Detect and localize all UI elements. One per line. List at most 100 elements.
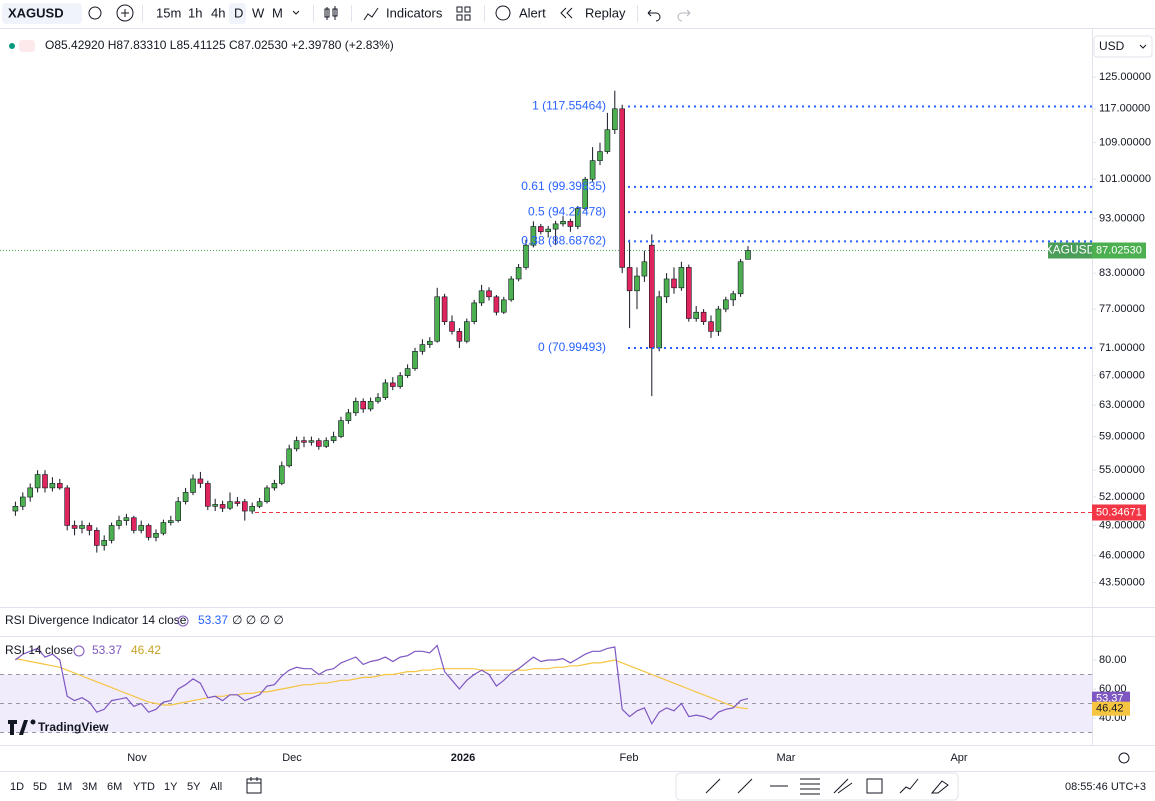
candle-body xyxy=(64,487,70,526)
candle-body xyxy=(611,108,618,131)
candle-body xyxy=(708,321,714,332)
candle-body xyxy=(190,478,196,493)
candle-body xyxy=(722,299,729,310)
tool-trendline[interactable] xyxy=(705,778,721,794)
interval[interactable]: 4h xyxy=(211,5,225,20)
candle-body xyxy=(71,525,78,529)
symbol[interactable]: XAGUSD xyxy=(8,5,64,20)
alert-button[interactable]: Alert xyxy=(519,5,546,20)
ohlc-legend: O85.42920 H87.83310 L85.41125 C87.02530 … xyxy=(45,38,394,52)
range-button[interactable]: All xyxy=(210,781,222,793)
candle-body xyxy=(500,299,507,313)
candle-body xyxy=(389,382,396,387)
candle-body xyxy=(493,296,500,313)
interval[interactable]: 15m xyxy=(156,5,181,20)
candle-body xyxy=(537,226,544,233)
candle-body xyxy=(397,375,404,387)
icon-layouts[interactable] xyxy=(456,6,471,21)
range-button[interactable]: 5Y xyxy=(187,781,201,793)
legend-open: O85.42920 xyxy=(45,38,105,52)
tool-channel[interactable] xyxy=(833,778,853,794)
tool-path[interactable] xyxy=(899,778,919,794)
candle-body xyxy=(441,296,448,322)
currency[interactable]: USD xyxy=(1099,39,1125,53)
icon-settings[interactable] xyxy=(73,645,85,657)
candle-body xyxy=(330,436,337,441)
rsi-line xyxy=(15,644,749,726)
candle-body xyxy=(242,501,248,512)
candle-body xyxy=(205,483,211,507)
candle-body xyxy=(19,496,26,507)
interval[interactable]: M xyxy=(272,5,283,20)
tool-fib[interactable] xyxy=(800,778,820,795)
range-button[interactable]: 3M xyxy=(82,781,97,793)
candle-body xyxy=(338,420,344,437)
currency-select[interactable] xyxy=(1093,35,1153,58)
clock: 08:55:46 UTC+3 xyxy=(1065,781,1146,793)
horizontal-line-badge xyxy=(1092,504,1146,521)
candle-body xyxy=(560,220,566,225)
tool-ray[interactable] xyxy=(737,778,753,794)
fib-label: 0.5 (94.27478) xyxy=(528,204,606,218)
icon-watch[interactable] xyxy=(88,6,102,20)
range-button[interactable]: YTD xyxy=(133,781,155,793)
candle-body xyxy=(523,244,529,268)
last-price-symbol-badge xyxy=(1048,242,1092,259)
indicators-button[interactable]: Indicators xyxy=(386,5,443,20)
y-tick-label: 117.00000 xyxy=(1099,103,1150,115)
candle-body xyxy=(648,244,655,349)
candle-body xyxy=(131,517,137,531)
candle-body xyxy=(426,340,433,345)
divergence-title: RSI Divergence Indicator 14 close xyxy=(5,613,187,627)
range-button[interactable]: 1D xyxy=(10,781,24,793)
range-button[interactable]: 6M xyxy=(107,781,122,793)
candle-body xyxy=(249,506,255,512)
tool-rectangle[interactable] xyxy=(866,778,883,794)
icon-alert[interactable] xyxy=(495,5,511,21)
icon-replay[interactable] xyxy=(560,7,573,19)
symbol-box[interactable] xyxy=(2,3,82,24)
range-button[interactable]: 1M xyxy=(57,781,72,793)
candle-body xyxy=(352,401,359,414)
icon-settings[interactable] xyxy=(177,615,189,627)
icon-undo[interactable] xyxy=(647,9,661,22)
range-button[interactable]: 5D xyxy=(33,781,47,793)
range-button[interactable]: 1Y xyxy=(164,781,178,793)
legend-low: L85.41125 xyxy=(170,38,226,52)
rsi-value-badge-label: 53.37 xyxy=(1096,693,1124,705)
interval[interactable]: 1h xyxy=(188,5,202,20)
candle-body xyxy=(234,501,241,504)
icon-redo[interactable] xyxy=(677,9,691,22)
replay-button[interactable]: Replay xyxy=(585,5,626,20)
candle-body xyxy=(574,208,581,227)
status-badge xyxy=(19,40,35,52)
candle-body xyxy=(626,267,633,292)
icon-add-plus xyxy=(121,9,129,17)
candle-body xyxy=(412,351,418,369)
candle-body xyxy=(293,440,300,450)
candle-body xyxy=(515,267,522,280)
interval[interactable]: D xyxy=(234,5,243,20)
icon-settings[interactable] xyxy=(1118,752,1130,764)
rsi-ma-badge-label: 46.42 xyxy=(1096,703,1124,715)
price-pane: 125.00000 117.00000 109.00000 101.00000 93.0… xyxy=(0,71,1151,588)
tool-brush[interactable] xyxy=(930,780,949,794)
candle-body xyxy=(323,440,330,447)
icon-chart-type[interactable] xyxy=(324,6,338,20)
last-price-symbol: XAGUSD xyxy=(1045,243,1096,257)
y-tick-label: 52.00000 xyxy=(1099,491,1145,503)
brand-logo xyxy=(8,720,28,735)
candle-body xyxy=(730,293,737,301)
candle-body xyxy=(168,520,174,523)
rsi-title: RSI 14 close xyxy=(5,643,73,657)
interval[interactable]: W xyxy=(252,5,265,20)
icon-add[interactable] xyxy=(116,4,134,22)
icon-goto-date[interactable] xyxy=(246,777,262,794)
candle-body xyxy=(308,440,315,443)
icon-indicators[interactable] xyxy=(363,7,379,21)
rsi-value: 53.37 xyxy=(92,643,122,657)
icon-chevron[interactable] xyxy=(292,10,300,15)
